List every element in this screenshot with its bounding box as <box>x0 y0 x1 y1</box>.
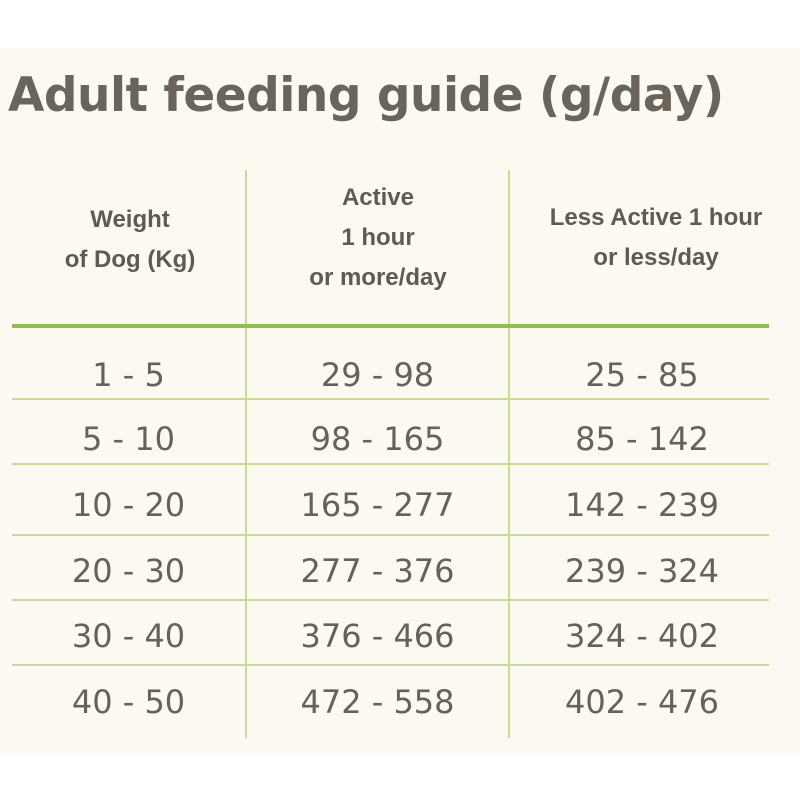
table-cell-less-active: 142 - 239 <box>564 486 720 524</box>
row-divider <box>12 463 769 465</box>
table-cell-less-active: 324 - 402 <box>564 617 720 655</box>
header-weight-line-1: Weight <box>90 206 170 233</box>
table-cell-active: 29 - 98 <box>320 356 435 394</box>
table-cell-active: 277 - 376 <box>300 552 455 590</box>
table-cell-active: 98 - 165 <box>310 420 445 458</box>
header-active: Active 1 hour or more/day <box>252 178 504 298</box>
header-rule <box>12 324 769 328</box>
table-cell-weight: 40 - 50 <box>71 683 186 721</box>
feeding-guide-card <box>0 48 800 755</box>
header-weight-line-2: of Dog (Kg) <box>64 246 196 273</box>
page-title: Adult feeding guide (g/day) <box>8 68 724 123</box>
row-divider <box>12 398 769 400</box>
table-cell-weight: 10 - 20 <box>71 486 186 524</box>
header-active-line-3: or more/day <box>309 264 447 291</box>
table-cell-less-active: 85 - 142 <box>575 420 709 458</box>
table-cell-weight: 5 - 10 <box>82 420 175 458</box>
table-cell-less-active: 239 - 324 <box>564 552 720 590</box>
table-cell-weight: 1 - 5 <box>92 356 165 394</box>
table-cell-active: 472 - 558 <box>300 683 455 721</box>
table-cell-less-active: 25 - 85 <box>585 356 699 394</box>
header-weight: Weight of Dog (Kg) <box>20 200 240 280</box>
column-divider-1 <box>245 170 247 738</box>
header-active-line-1: Active <box>341 184 415 211</box>
row-divider <box>12 534 769 536</box>
header-active-line-2: 1 hour <box>341 224 415 251</box>
header-less-active-line-2: or less/day <box>593 244 719 271</box>
header-less-active: Less Active 1 hour or less/day <box>514 198 798 278</box>
table-cell-active: 165 - 277 <box>300 486 455 524</box>
row-divider <box>12 599 769 601</box>
table-cell-less-active: 402 - 476 <box>564 683 720 721</box>
table-cell-weight: 30 - 40 <box>71 617 186 655</box>
column-divider-2 <box>508 170 510 738</box>
table-cell-active: 376 - 466 <box>300 617 455 655</box>
table-cell-weight: 20 - 30 <box>71 552 186 590</box>
header-less-active-line-1: Less Active 1 hour <box>549 204 763 231</box>
row-divider <box>12 664 769 666</box>
